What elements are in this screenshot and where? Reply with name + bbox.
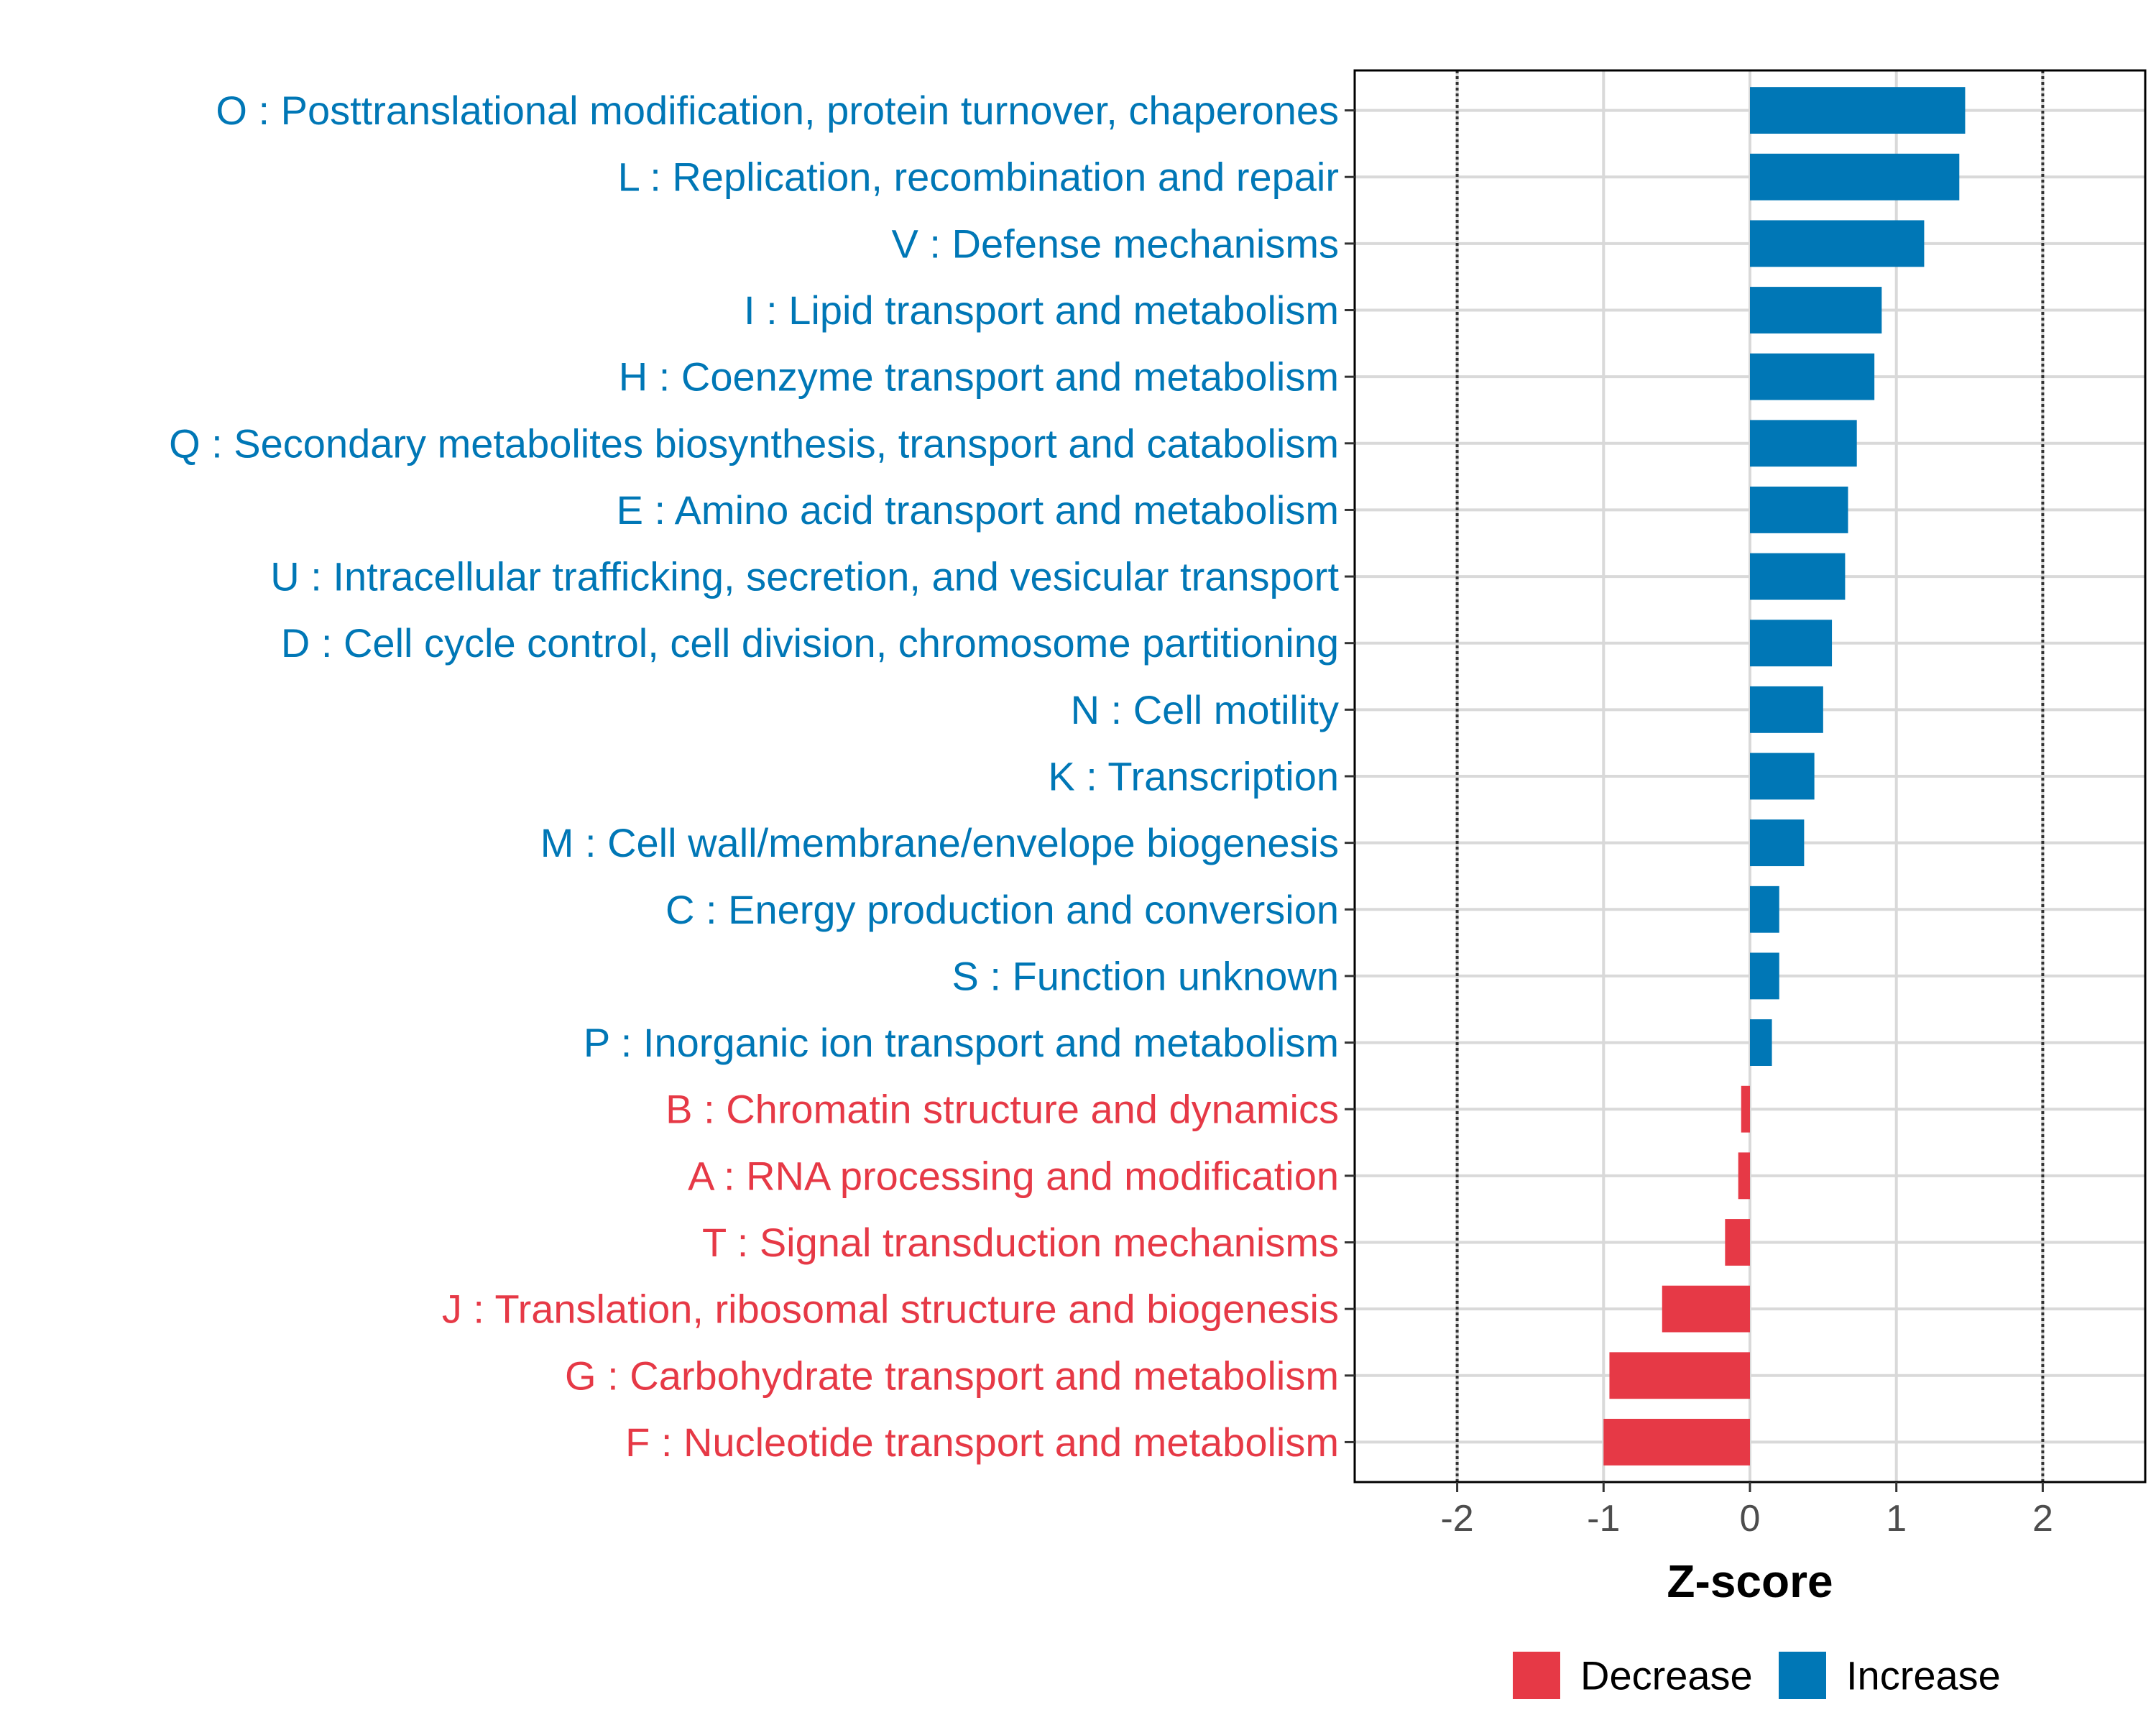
category-label: A : RNA processing and modification [688,1153,1339,1198]
bar [1750,819,1805,867]
category-label: E : Amino acid transport and metabolism [617,487,1339,533]
category-label: G : Carbohydrate transport and metabolis… [565,1353,1339,1398]
category-label: F : Nucleotide transport and metabolism [625,1420,1339,1465]
bar [1750,686,1823,733]
bar [1750,753,1815,800]
x-tick-label: -1 [1587,1498,1620,1540]
bar [1741,1085,1750,1133]
category-label: Q : Secondary metabolites biosynthesis, … [169,420,1339,466]
bar [1725,1219,1750,1266]
bar [1750,553,1846,600]
bars [1603,87,1966,1466]
bar [1750,620,1833,667]
category-label: B : Chromatin structure and dynamics [665,1087,1339,1132]
x-tick-label: -2 [1440,1498,1473,1540]
bar [1750,220,1925,267]
category-label: H : Coenzyme transport and metabolism [619,354,1339,400]
bar [1750,952,1779,1000]
category-label: S : Function unknown [952,953,1339,998]
bar [1750,420,1857,467]
bar [1750,153,1960,201]
category-label: C : Energy production and conversion [665,887,1339,932]
x-tick-label: 1 [1886,1498,1907,1540]
category-label: U : Intracellular trafficking, secretion… [270,554,1339,599]
bar [1750,87,1966,134]
category-label: J : Translation, ribosomal structure and… [442,1287,1339,1332]
category-label: O : Posttranslational modification, prot… [216,88,1339,133]
y-axis-ticks [1345,109,1355,1443]
category-label: P : Inorganic ion transport and metaboli… [584,1020,1339,1065]
y-axis-labels: O : Posttranslational modification, prot… [169,88,1339,1465]
bar [1738,1152,1750,1200]
bar [1750,353,1875,400]
category-label: V : Defense mechanisms [892,221,1339,266]
category-label: M : Cell wall/membrane/envelope biogenes… [540,820,1339,865]
bar [1603,1418,1750,1466]
x-axis-ticks: -2 -1 0 1 2 [1440,1482,2053,1540]
category-label: D : Cell cycle control, cell division, c… [281,620,1339,666]
bar [1750,1019,1772,1066]
category-label: T : Signal transduction mechanisms [702,1220,1339,1265]
bar [1609,1352,1750,1399]
legend-label: Increase [1846,1653,2001,1698]
category-label: K : Transcription [1048,754,1339,799]
bar [1750,287,1882,334]
legend-swatch-decrease [1513,1652,1560,1699]
bar [1662,1285,1750,1333]
x-tick-label: 2 [2032,1498,2053,1540]
x-axis-title: Z-score [1667,1555,1833,1607]
category-label: L : Replication, recombination and repai… [618,155,1339,200]
x-tick-label: 0 [1740,1498,1761,1540]
legend: Decrease Increase [1513,1652,2001,1699]
bar [1750,886,1779,933]
category-label: N : Cell motility [1071,687,1339,732]
bar [1750,487,1848,533]
legend-label: Decrease [1580,1653,1753,1698]
legend-swatch-increase [1779,1652,1826,1699]
category-label: I : Lipid transport and metabolism [744,288,1339,333]
